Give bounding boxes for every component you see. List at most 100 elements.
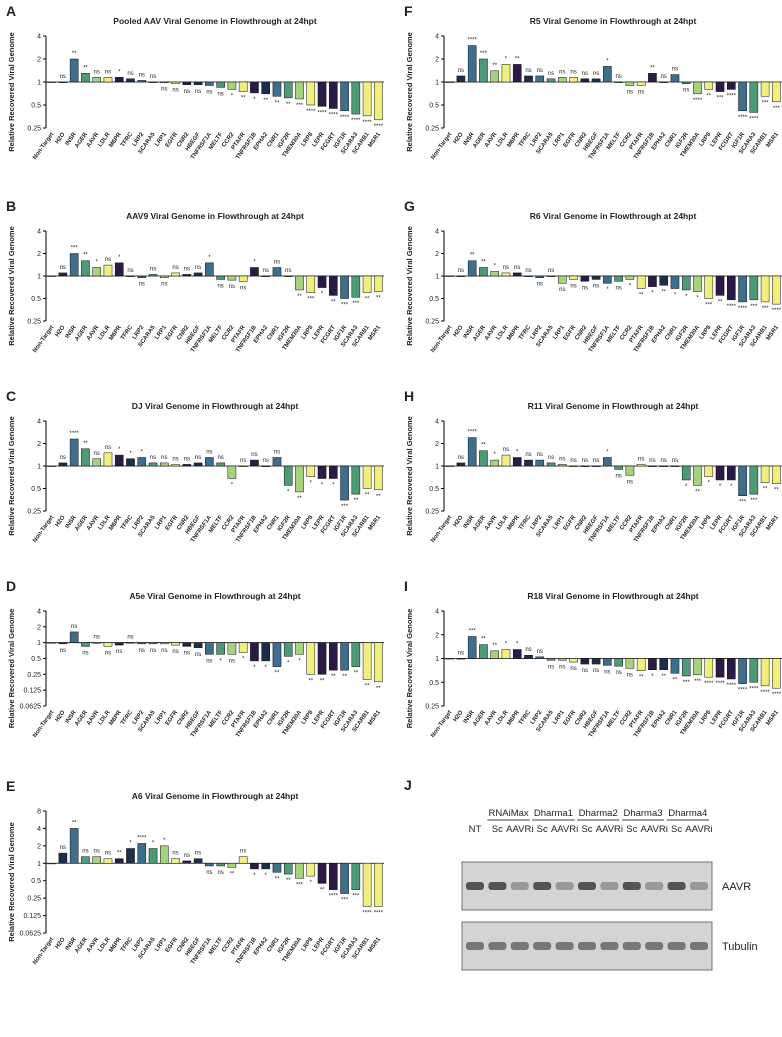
bar bbox=[238, 642, 248, 653]
bar bbox=[648, 658, 657, 671]
significance-label: ns bbox=[661, 458, 667, 464]
bar bbox=[137, 642, 147, 645]
bar bbox=[636, 464, 646, 467]
y-tick-label: 0.25 bbox=[425, 704, 439, 711]
bar bbox=[340, 81, 349, 112]
bar bbox=[92, 77, 102, 83]
y-tick-label: 4 bbox=[37, 826, 41, 833]
bar bbox=[193, 81, 203, 86]
blot-band bbox=[533, 942, 552, 950]
panel-letter: F bbox=[404, 3, 413, 19]
bar bbox=[306, 465, 316, 477]
bar bbox=[772, 658, 781, 689]
significance-label: ns bbox=[458, 455, 464, 461]
significance-label: **** bbox=[374, 910, 384, 916]
y-tick-label: 1 bbox=[435, 464, 439, 471]
bar bbox=[501, 272, 511, 277]
bar bbox=[317, 642, 327, 675]
significance-label: ns bbox=[150, 266, 156, 272]
significance-label: ns bbox=[240, 458, 246, 464]
y-axis-label: Relative Recovered Viral Genome bbox=[405, 32, 414, 152]
bar bbox=[283, 275, 293, 277]
bar bbox=[182, 274, 192, 277]
significance-label: ns bbox=[206, 870, 212, 876]
bar bbox=[58, 462, 68, 467]
significance-label: ns bbox=[274, 259, 280, 265]
bar bbox=[749, 465, 759, 495]
y-axis-label: Relative Recovered Viral Genome bbox=[405, 226, 414, 346]
chart-title: DJ Viral Genome in Flowthrough at 24hpt bbox=[132, 401, 299, 411]
bar bbox=[47, 863, 56, 865]
bar bbox=[205, 262, 214, 277]
significance-label: ns bbox=[537, 452, 543, 458]
significance-label: ns bbox=[150, 648, 156, 654]
significance-label: ns bbox=[458, 268, 464, 274]
bar bbox=[467, 45, 477, 83]
bar bbox=[103, 642, 113, 647]
significance-label: ** bbox=[72, 51, 77, 57]
bar bbox=[317, 81, 327, 107]
significance-label: ns bbox=[82, 849, 88, 855]
significance-label: ns bbox=[582, 285, 588, 291]
blot-band bbox=[622, 942, 641, 950]
bar bbox=[306, 863, 316, 877]
significance-label: ns bbox=[570, 69, 576, 75]
blot-band bbox=[510, 882, 529, 890]
significance-label: ns bbox=[615, 74, 621, 80]
bar bbox=[374, 863, 383, 907]
significance-label: *** bbox=[341, 504, 349, 510]
blot-band bbox=[510, 942, 529, 950]
bar bbox=[659, 658, 669, 671]
bar bbox=[182, 464, 192, 467]
bar bbox=[715, 658, 725, 678]
bar bbox=[114, 642, 124, 646]
significance-label: ** bbox=[492, 63, 497, 69]
bar bbox=[546, 658, 556, 661]
lane-label: Sc bbox=[626, 824, 637, 835]
significance-label: ns bbox=[548, 664, 554, 670]
bar bbox=[92, 458, 102, 467]
bar bbox=[580, 465, 590, 467]
significance-label: ns bbox=[593, 668, 599, 674]
significance-label: ns bbox=[514, 265, 520, 271]
row-label: Tubulin bbox=[722, 941, 758, 953]
y-axis-label: Relative Recovered Viral Genome bbox=[405, 416, 414, 536]
bar bbox=[328, 275, 338, 296]
significance-label: ns bbox=[263, 268, 269, 274]
significance-label: ns bbox=[161, 455, 167, 461]
bar bbox=[726, 275, 736, 301]
significance-label: * bbox=[708, 481, 711, 487]
bar bbox=[58, 81, 68, 83]
bar bbox=[726, 465, 736, 481]
y-tick-label: 0.0625 bbox=[20, 931, 42, 938]
significance-label: **** bbox=[749, 686, 759, 692]
bar bbox=[216, 462, 225, 467]
bar bbox=[182, 642, 192, 647]
significance-label: ns bbox=[251, 452, 257, 458]
significance-label: ** bbox=[286, 102, 291, 108]
significance-label: ns bbox=[206, 449, 212, 455]
blot-band bbox=[622, 882, 641, 890]
bar bbox=[205, 81, 214, 86]
bar bbox=[47, 642, 56, 644]
significance-label: * bbox=[719, 484, 722, 490]
bar bbox=[159, 642, 169, 645]
significance-label: *** bbox=[341, 898, 349, 904]
significance-label: ** bbox=[376, 494, 381, 500]
bar bbox=[557, 658, 567, 661]
bar bbox=[772, 81, 781, 103]
bar bbox=[648, 275, 657, 287]
significance-label: ns bbox=[615, 670, 621, 676]
significance-label: ** bbox=[673, 677, 678, 683]
significance-label: ns bbox=[672, 67, 678, 73]
significance-label: **** bbox=[340, 115, 350, 121]
bar bbox=[351, 465, 361, 495]
bar bbox=[306, 81, 316, 106]
blot-band bbox=[667, 942, 686, 950]
bar bbox=[659, 465, 669, 467]
significance-label: * bbox=[265, 873, 268, 879]
significance-label: **** bbox=[715, 681, 725, 687]
blot-band bbox=[578, 942, 596, 950]
significance-label: ns bbox=[60, 74, 66, 80]
significance-label: * bbox=[129, 841, 132, 847]
